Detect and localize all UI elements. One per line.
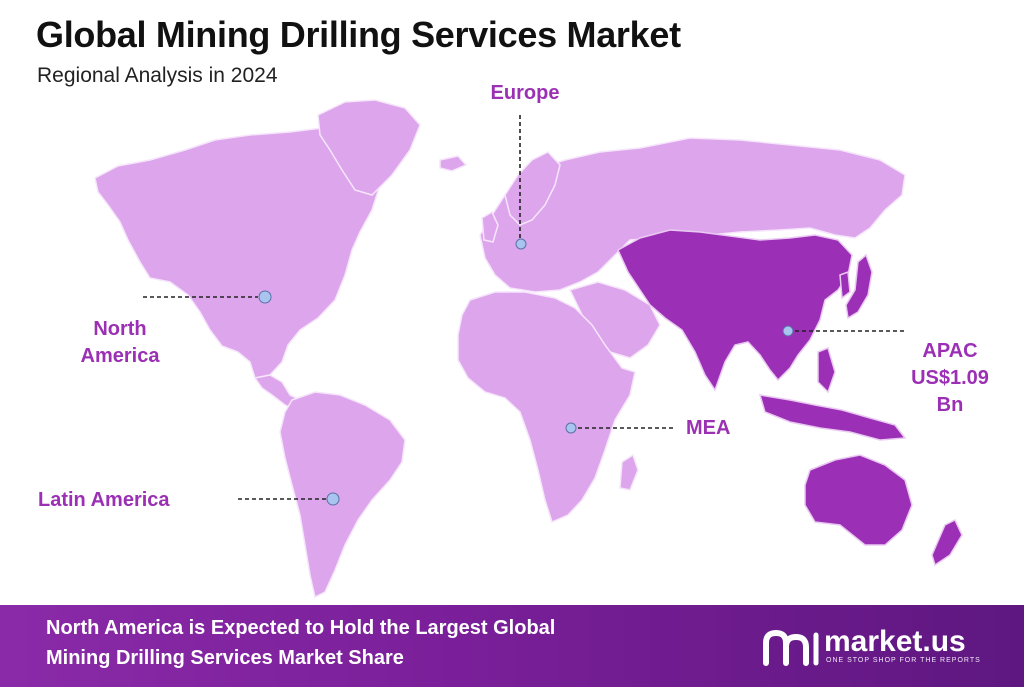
page-title: Global Mining Drilling Services Market	[36, 14, 681, 55]
region-label-line: Europe	[490, 82, 560, 104]
region-label-europe: Europe	[470, 80, 580, 107]
eurasia-north-landmass	[479, 137, 906, 293]
greenland-landmass	[317, 99, 421, 196]
asia-highlight-landmass	[617, 229, 853, 392]
region-label-line: APAC	[922, 340, 978, 362]
region-label-line: MEA	[686, 417, 731, 439]
leader-lines	[143, 115, 905, 500]
region-label-mea: MEA	[686, 415, 756, 442]
region-label-line: Latin America	[38, 489, 170, 511]
korea-landmass	[839, 270, 851, 300]
region-markers	[258, 238, 794, 506]
region-label-line: North	[93, 318, 147, 340]
iceland-landmass	[439, 155, 468, 172]
madagascar-landmass	[619, 453, 639, 491]
north-america-marker	[258, 290, 272, 304]
japan-landmass	[845, 253, 873, 320]
latin-america-marker	[326, 492, 340, 506]
brand-name: market.us	[824, 625, 966, 658]
new-zealand-landmass	[931, 518, 963, 567]
brand-tagline: ONE STOP SHOP FOR THE REPORTS	[826, 657, 981, 664]
market-us-logo-icon	[763, 629, 819, 666]
apac-marker	[782, 325, 794, 337]
philippines-landmass	[817, 346, 836, 394]
page-subtitle: Regional Analysis in 2024	[37, 64, 278, 87]
south-america-landmass	[279, 391, 406, 599]
region-label-line: America	[80, 345, 160, 367]
region-label-value: US$1.09	[911, 367, 989, 389]
footer-banner: North America is Expected to Hold the La…	[0, 605, 1024, 687]
australia-landmass	[804, 454, 913, 546]
southeast-asia-islands-landmass	[758, 394, 907, 441]
region-label-line: Bn	[936, 394, 964, 416]
region-label-north-america: North America	[60, 316, 180, 370]
region-label-latin-america: Latin America	[38, 487, 170, 514]
europe-marker	[515, 238, 527, 250]
scandinavia-landmass	[504, 151, 561, 226]
banner-line-2: Mining Drilling Services Market Share	[46, 647, 404, 669]
mea-marker	[565, 422, 577, 434]
apac-highlight	[617, 229, 963, 567]
north-america-landmass	[94, 127, 381, 379]
africa-landmass	[457, 291, 636, 524]
brand-logo: market.us ONE STOP SHOP FOR THE REPORTS	[762, 625, 1002, 669]
british-isles-landmass	[481, 210, 499, 243]
land-masses	[94, 99, 906, 599]
banner-line-1: North America is Expected to Hold the La…	[46, 617, 556, 639]
region-label-apac: APAC US$1.09 Bn	[895, 338, 1005, 419]
